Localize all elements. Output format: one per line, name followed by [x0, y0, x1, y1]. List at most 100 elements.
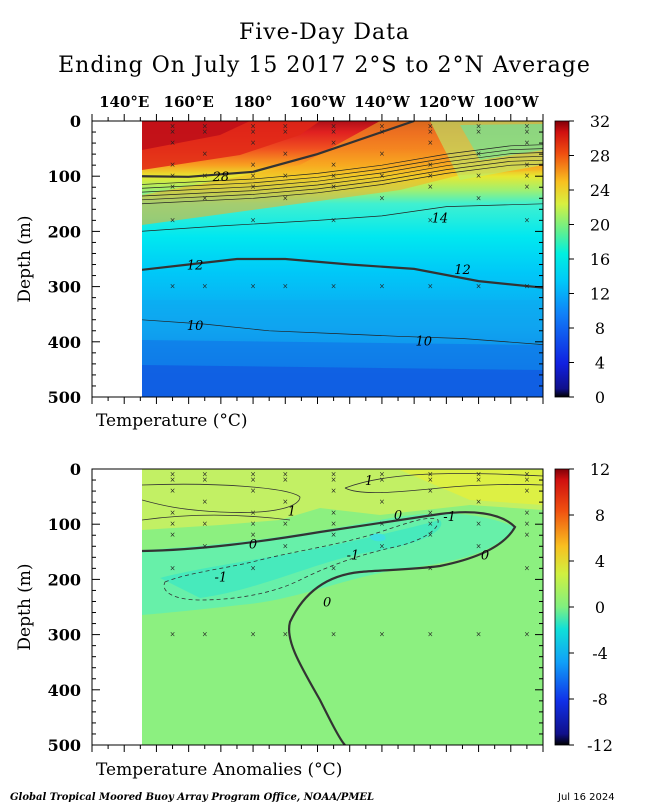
sample-marker: ×: [476, 128, 482, 136]
sample-marker: ×: [250, 509, 256, 517]
sample-marker: ×: [331, 531, 337, 539]
sample-marker: ×: [202, 172, 208, 180]
isotherm-28: [142, 121, 415, 178]
sample-marker: ×: [170, 139, 176, 147]
sample-marker: ×: [524, 564, 530, 572]
anomaly-panel: ××××××××××××××××××××××××××××××××××××××××…: [15, 460, 613, 780]
sample-marker: ×: [331, 283, 337, 291]
sample-marker: ×: [202, 283, 208, 291]
sample-marker: ×: [331, 476, 337, 484]
sample-marker: ×: [170, 487, 176, 495]
contour-label: -1: [347, 549, 360, 564]
isotherm-line: [142, 152, 543, 193]
contour-label: 0: [394, 508, 402, 523]
sample-marker: ×: [250, 520, 256, 528]
sample-marker: ×: [331, 520, 337, 528]
sample-marker: ×: [202, 123, 208, 131]
colorbar-tick-label: 0: [595, 598, 605, 617]
sample-marker: ×: [282, 542, 288, 550]
contour-labels: 28 14 12 12 10 10: [187, 170, 471, 349]
contour-label: 1: [365, 474, 373, 489]
sample-marker: ×: [282, 150, 288, 158]
sample-marker: ×: [282, 194, 288, 202]
sample-marker: ×: [250, 564, 256, 572]
sample-marker: ×: [170, 509, 176, 517]
sample-marker: ×: [170, 172, 176, 180]
sample-marker: ×: [250, 123, 256, 131]
anomaly-contours: [142, 473, 543, 745]
sample-marker: ×: [331, 631, 337, 639]
sample-marker: ×: [427, 509, 433, 517]
y-tick-label: 100: [48, 167, 81, 186]
y-tick-label: 200: [48, 570, 81, 589]
sample-marker: ×: [379, 172, 385, 180]
sample-marker: ×: [476, 542, 482, 550]
sample-marker: ×: [202, 476, 208, 484]
sample-marker: ×: [331, 172, 337, 180]
colorbar-ticks: -12 -8 -4 0 4 8 12: [569, 460, 613, 755]
sample-marker: ×: [331, 183, 337, 191]
colorbar: [554, 120, 570, 398]
y-tick-label: 0: [70, 112, 81, 131]
sample-marker: ×: [476, 631, 482, 639]
sample-marker: ×: [524, 139, 530, 147]
sample-marker: ×: [250, 216, 256, 224]
sample-marker: ×: [250, 128, 256, 136]
sample-marker: ×: [170, 520, 176, 528]
sample-marker: ×: [427, 123, 433, 131]
sample-marker: ×: [202, 471, 208, 479]
contour-label: -1: [215, 571, 228, 586]
sample-marker: ×: [170, 564, 176, 572]
colorbar-tick-label: 12: [590, 285, 610, 304]
sample-marker: ×: [427, 161, 433, 169]
sample-marker: ×: [379, 123, 385, 131]
sample-marker: ×: [427, 520, 433, 528]
isotherm-10: [142, 319, 543, 345]
colorbar-tick-label: 4: [595, 354, 605, 373]
colorbar-tick-label: 28: [590, 147, 610, 166]
sample-marker: ×: [379, 498, 385, 506]
colorbar-tick-label: -12: [587, 736, 613, 755]
sample-marker: ×: [170, 161, 176, 169]
sample-marker: ×: [524, 183, 530, 191]
x-axis-bottom: [91, 745, 544, 752]
sample-marker: ×: [282, 128, 288, 136]
y-tick-label: 0: [70, 460, 81, 479]
y-tick-label: 400: [48, 333, 81, 352]
x-axis-top: 140°E 160°E 180° 160°W 140°W 120°W 100°W: [91, 93, 544, 404]
colorbar-tick-label: 4: [595, 552, 605, 571]
contour-label: -1: [443, 510, 456, 525]
isotherm-line: [142, 148, 543, 189]
sample-marker: ×: [170, 631, 176, 639]
sample-marker: ×: [524, 631, 530, 639]
colorbar-tick-label: 32: [590, 112, 610, 131]
colorbar-tick-label: 24: [590, 181, 610, 200]
sample-marker: ×: [331, 471, 337, 479]
sample-marker: ×: [379, 476, 385, 484]
sample-marker: ×: [379, 542, 385, 550]
sample-marker: ×: [379, 128, 385, 136]
sample-marker: ×: [282, 476, 288, 484]
sample-marker: ×: [524, 520, 530, 528]
sample-marker: ×: [202, 150, 208, 158]
sample-marker: ×: [170, 471, 176, 479]
x-tick-label: 120°W: [419, 93, 476, 111]
sample-marker: ×: [250, 139, 256, 147]
x-tick-label: 160°W: [290, 93, 347, 111]
contour-label: 1: [288, 504, 296, 519]
isotherm-line: [142, 144, 543, 185]
anomaly-field: [142, 469, 543, 745]
colorbar-tick-label: 8: [595, 319, 605, 338]
contour-label: 10: [187, 319, 204, 334]
sample-marker: ×: [524, 471, 530, 479]
sample-marker: ×: [379, 520, 385, 528]
sample-marker: ×: [250, 283, 256, 291]
x-tick-label: 180°: [234, 93, 273, 111]
sample-marker: ×: [476, 283, 482, 291]
y-tick-label: 200: [48, 222, 81, 241]
isotherm-lines: [142, 144, 543, 345]
sample-marker: ×: [170, 216, 176, 224]
colorbar-ticks: 0 4 8 12 16 20 24 28 32: [569, 112, 610, 407]
